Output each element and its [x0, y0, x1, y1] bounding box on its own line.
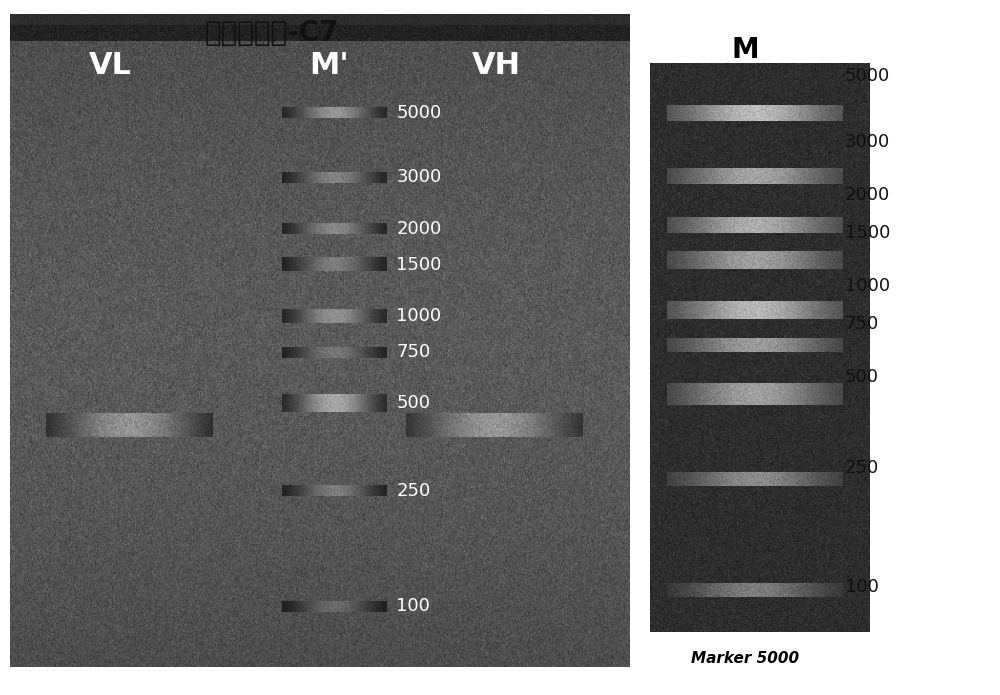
Text: 100: 100 [845, 578, 879, 596]
Text: 5000: 5000 [845, 67, 890, 85]
Text: 1000: 1000 [396, 307, 441, 325]
Text: M': M' [310, 51, 349, 79]
Text: 5000: 5000 [396, 104, 442, 122]
Text: 750: 750 [845, 315, 879, 333]
Text: Marker 5000: Marker 5000 [691, 651, 799, 667]
Text: 100: 100 [396, 598, 430, 615]
Text: 750: 750 [396, 343, 431, 361]
Text: 吡唑醚菌酯-C7: 吡唑醚菌酯-C7 [205, 19, 339, 47]
Text: 1000: 1000 [845, 277, 890, 295]
Text: VH: VH [472, 51, 521, 79]
Text: 500: 500 [845, 368, 879, 386]
Text: 1500: 1500 [845, 224, 890, 242]
Text: 250: 250 [845, 459, 879, 477]
Text: M: M [731, 36, 759, 65]
Text: VL: VL [89, 51, 132, 79]
Text: 3000: 3000 [845, 133, 890, 152]
Text: 2000: 2000 [396, 220, 442, 238]
Text: 500: 500 [396, 395, 430, 412]
Text: 2000: 2000 [845, 186, 890, 204]
Text: 1500: 1500 [396, 256, 442, 274]
Text: 250: 250 [396, 482, 431, 500]
Text: 3000: 3000 [396, 168, 442, 186]
